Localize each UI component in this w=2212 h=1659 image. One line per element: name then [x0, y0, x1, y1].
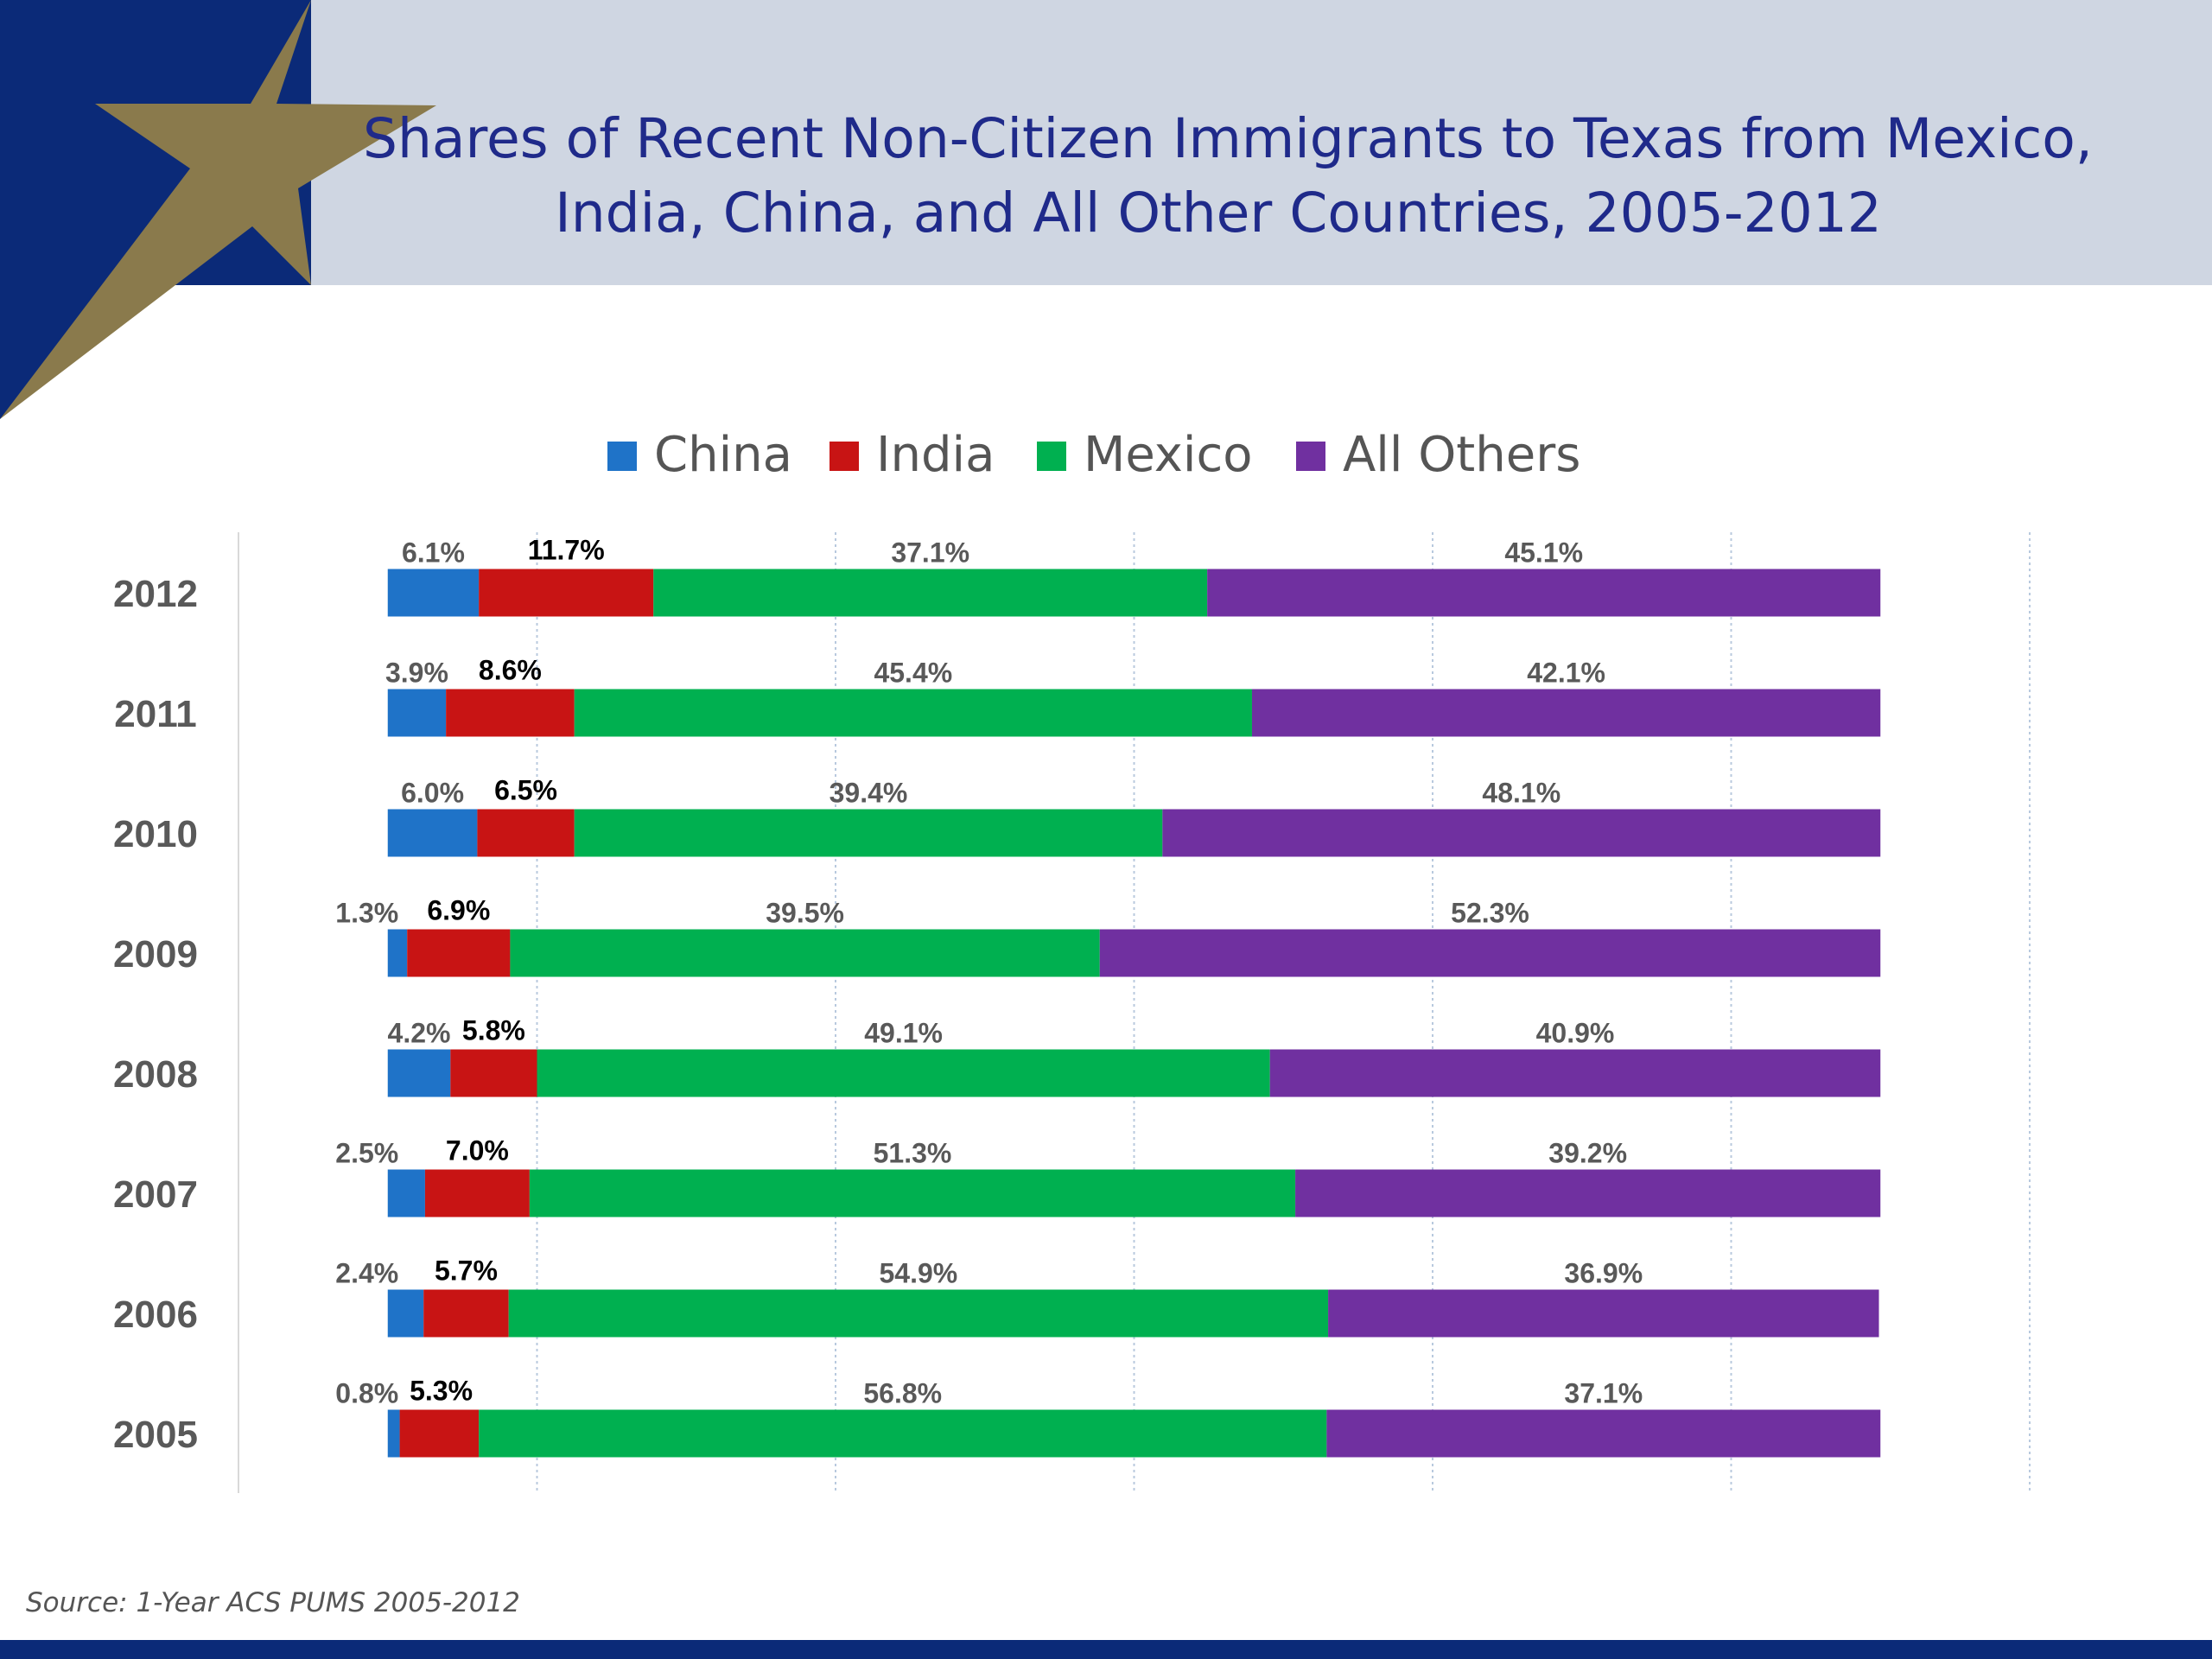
- bar-segment: [387, 1049, 451, 1097]
- bar-segment: [479, 1409, 1327, 1458]
- title-line-2: India, China, and All Other Countries, 2…: [555, 181, 1882, 245]
- data-label: 52.3%: [1451, 898, 1529, 929]
- footer-bar: [0, 1640, 2212, 1659]
- bar-segment: [508, 1289, 1329, 1338]
- bar-segment: [1251, 689, 1881, 737]
- category-label: 2012: [113, 573, 198, 615]
- data-label: 5.8%: [462, 1015, 525, 1046]
- data-label: 0.8%: [335, 1378, 398, 1409]
- category-label: 2011: [114, 693, 196, 735]
- bar-segment: [529, 1169, 1296, 1217]
- data-label: 11.7%: [528, 535, 605, 566]
- bar-segment: [424, 1169, 530, 1217]
- bar-segment: [387, 929, 408, 977]
- legend-swatch: [1296, 442, 1325, 471]
- data-label: 37.1%: [1564, 1378, 1643, 1409]
- bars: [387, 569, 1881, 1458]
- data-label: 2.4%: [335, 1258, 398, 1289]
- data-label: 56.8%: [863, 1378, 942, 1409]
- bar-segment: [387, 689, 447, 737]
- bar-segment: [446, 689, 575, 737]
- data-label: 7.0%: [446, 1135, 509, 1166]
- bar-segment: [387, 569, 480, 617]
- category-label: 2007: [113, 1173, 198, 1216]
- legend-swatch: [830, 442, 859, 471]
- data-label: 3.9%: [385, 658, 448, 689]
- bar-segment: [407, 929, 511, 977]
- gold-star: [0, 0, 436, 419]
- category-label: 2008: [113, 1053, 198, 1096]
- data-label: 51.3%: [874, 1138, 952, 1169]
- bar-segment: [1328, 1289, 1879, 1338]
- data-label: 45.4%: [874, 658, 952, 689]
- data-label: 5.3%: [410, 1376, 473, 1407]
- data-label: 48.1%: [1482, 778, 1560, 809]
- bar-segment: [450, 1049, 537, 1097]
- bar-segment: [387, 1409, 400, 1458]
- bar-segment: [1162, 809, 1881, 857]
- bar-segment: [574, 689, 1252, 737]
- source-note: Source: 1-Year ACS PUMS 2005-2012: [26, 1587, 520, 1618]
- bar-segment: [1269, 1049, 1881, 1097]
- bar-segment: [653, 569, 1208, 617]
- data-label: 54.9%: [880, 1258, 958, 1289]
- stacked-bar-chart: China India Mexico All Others 2012201120102…: [113, 427, 2031, 1493]
- data-label: 2.5%: [335, 1138, 398, 1169]
- legend-label: Mexico: [1084, 427, 1253, 483]
- bar-segment: [423, 1289, 509, 1338]
- legend: China India Mexico All Others: [607, 427, 1580, 483]
- data-label: 6.1%: [402, 537, 465, 569]
- data-label: 6.9%: [427, 895, 490, 926]
- legend-label: India: [876, 427, 995, 483]
- data-label: 6.5%: [494, 775, 557, 806]
- category-labels: 2012 2011 2010 2009 2008 2007 2006 2005: [113, 573, 198, 1456]
- legend-label: All Others: [1343, 427, 1580, 483]
- legend-swatch: [1037, 442, 1066, 471]
- bar-segment: [477, 809, 575, 857]
- data-label: 39.4%: [830, 778, 908, 809]
- data-label: 8.6%: [479, 655, 542, 686]
- data-label: 40.9%: [1536, 1018, 1615, 1049]
- category-label: 2009: [113, 933, 198, 976]
- data-label: 36.9%: [1564, 1258, 1643, 1289]
- category-label: 2010: [113, 813, 198, 855]
- category-label: 2006: [113, 1294, 198, 1336]
- category-label: 2005: [113, 1414, 198, 1456]
- data-label: 42.1%: [1527, 658, 1605, 689]
- data-label: 1.3%: [335, 898, 398, 929]
- data-label: 4.2%: [388, 1018, 451, 1049]
- legend-swatch: [607, 442, 637, 471]
- bar-segment: [1207, 569, 1881, 617]
- bar-segment: [387, 1169, 425, 1217]
- bar-segment: [479, 569, 654, 617]
- data-label: 37.1%: [891, 537, 969, 569]
- data-labels: 6.1% 11.7% 37.1% 45.1% 3.9% 8.6% 45.4% 42.1% 6.0…: [335, 535, 1643, 1409]
- data-label: 39.5%: [766, 898, 844, 929]
- legend-label: China: [654, 427, 792, 483]
- bar-segment: [574, 809, 1163, 857]
- data-label: 39.2%: [1548, 1138, 1627, 1169]
- bar-segment: [537, 1049, 1270, 1097]
- data-label: 6.0%: [401, 778, 464, 809]
- bar-segment: [510, 929, 1100, 977]
- title-line-1: Shares of Recent Non-Citizen Immigrants …: [363, 107, 2093, 170]
- data-label: 5.7%: [435, 1255, 498, 1287]
- bar-segment: [1326, 1409, 1881, 1458]
- data-label: 45.1%: [1504, 537, 1583, 569]
- bar-segment: [387, 1289, 424, 1338]
- bar-segment: [399, 1409, 480, 1458]
- chart-title: Shares of Recent Non-Citizen Immigrants …: [363, 102, 2093, 251]
- bar-segment: [1295, 1169, 1881, 1217]
- bar-segment: [1099, 929, 1881, 977]
- data-label: 49.1%: [864, 1018, 943, 1049]
- star-logo: [0, 0, 436, 419]
- bar-segment: [387, 809, 478, 857]
